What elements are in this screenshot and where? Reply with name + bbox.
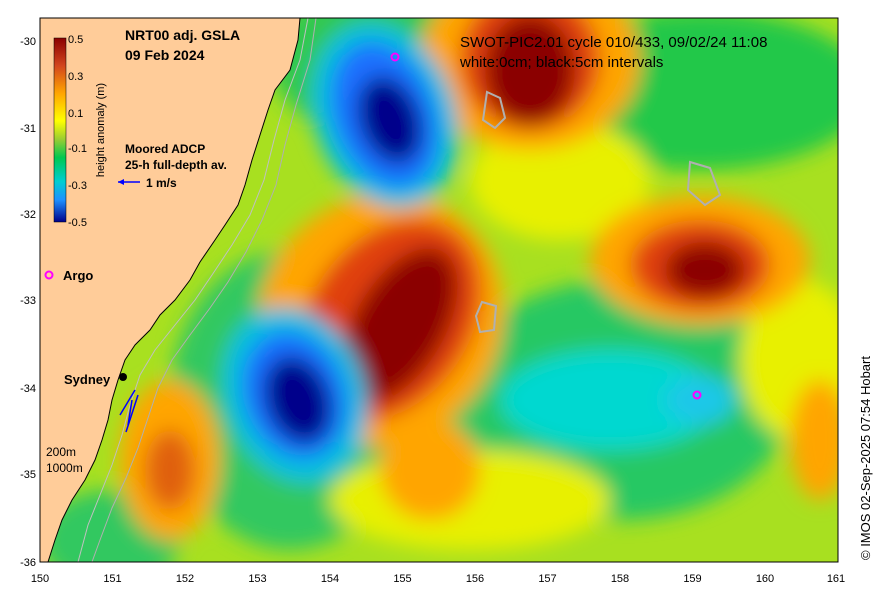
y-tick: -31: [20, 123, 36, 135]
sydney-label: Sydney: [64, 372, 111, 387]
x-tick: 154: [321, 573, 339, 585]
adcp-scale-label: 1 m/s: [146, 176, 177, 190]
x-tick: 150: [31, 573, 49, 585]
isobath-200m: [77, 18, 309, 562]
swot-line2: white:0cm; black:5cm intervals: [459, 54, 663, 71]
ocean-field: [40, 18, 838, 562]
land-australia: [40, 18, 301, 562]
colorbar-tick: 0.5: [68, 34, 83, 46]
argo-legend-label: Argo: [63, 268, 93, 283]
adcp-line2: 25-h full-depth av.: [125, 158, 227, 172]
x-tick: 159: [683, 573, 701, 585]
argo-marker: [390, 52, 400, 62]
colorbar-tick: -0.1: [68, 143, 87, 155]
credit-text: © IMOS 02-Sep-2025 07:54 Hobart: [858, 356, 873, 560]
x-tick: 153: [248, 573, 266, 585]
colorbar-tick: -0.5: [68, 217, 87, 229]
y-tick: -32: [20, 209, 36, 221]
y-tick: -33: [20, 295, 36, 307]
x-tick: 158: [611, 573, 629, 585]
island-3: [474, 300, 498, 334]
swot-line1: SWOT-PIC2.01 cycle 010/433, 09/02/24 11:…: [460, 34, 767, 51]
depth-1000-label: 1000m: [46, 461, 83, 475]
title-line1: NRT00 adj. GSLA: [125, 27, 240, 43]
x-tick: 155: [393, 573, 411, 585]
x-tick: 161: [827, 573, 845, 585]
colorbar-tick: 0.3: [68, 71, 83, 83]
adcp-scale-arrowhead: [118, 179, 124, 185]
x-tick: 157: [538, 573, 556, 585]
x-tick: 151: [103, 573, 121, 585]
y-tick: -34: [20, 383, 36, 395]
x-tick: 152: [176, 573, 194, 585]
x-tick: 156: [466, 573, 484, 585]
plot-frame: [39, 17, 839, 563]
colorbar-label: height anomaly (m): [95, 83, 107, 177]
title-line2: 09 Feb 2024: [125, 47, 205, 63]
isobath-1000m: [91, 18, 317, 562]
colorbar-tick: 0.1: [68, 108, 83, 120]
y-tick: -36: [20, 557, 36, 569]
x-axis: 150 151 152 153 154 155 156 157 158 159 …: [31, 573, 845, 585]
sydney-marker: [119, 373, 127, 381]
adcp-line1: Moored ADCP: [125, 142, 205, 156]
depth-200-label: 200m: [46, 445, 76, 459]
argo-marker: [692, 390, 702, 400]
adcp-arrows: [119, 389, 139, 433]
colorbar-tick: -0.3: [68, 180, 87, 192]
argo-legend-icon: [44, 270, 54, 280]
island-1: [481, 90, 507, 130]
island-2: [686, 160, 722, 207]
x-tick: 160: [756, 573, 774, 585]
y-tick: -30: [20, 36, 36, 48]
colorbar: 0.5 0.3 0.1 -0.1 -0.3 -0.5 height anomal…: [53, 34, 107, 229]
y-axis: -30 -31 -32 -33 -34 -35 -36: [20, 36, 36, 569]
y-tick: -35: [20, 469, 36, 481]
